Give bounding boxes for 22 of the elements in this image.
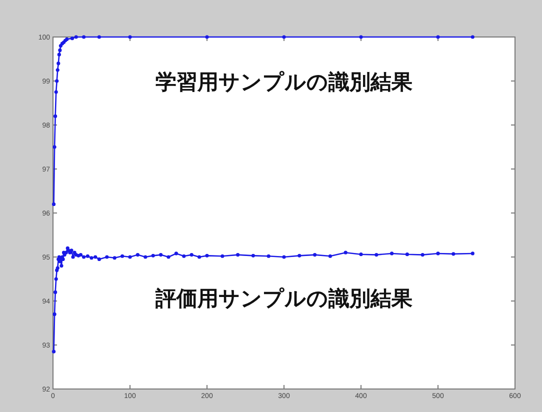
point xyxy=(74,35,78,39)
point xyxy=(436,35,440,39)
point xyxy=(52,145,56,149)
series-label: 評価用サンプルの識別結果 xyxy=(154,286,412,310)
point xyxy=(359,35,363,39)
point xyxy=(55,79,59,83)
point xyxy=(54,90,58,94)
point xyxy=(58,44,62,48)
point xyxy=(282,35,286,39)
point xyxy=(205,35,209,39)
series-label: 学習用サンプルの識別結果 xyxy=(156,70,412,94)
point xyxy=(54,114,58,118)
point xyxy=(52,202,56,206)
point xyxy=(470,35,474,39)
point xyxy=(58,48,62,52)
point xyxy=(82,35,86,39)
point xyxy=(128,35,132,39)
point xyxy=(70,36,74,40)
point xyxy=(97,35,101,39)
point xyxy=(56,62,60,66)
point xyxy=(56,68,60,72)
point xyxy=(57,52,61,56)
